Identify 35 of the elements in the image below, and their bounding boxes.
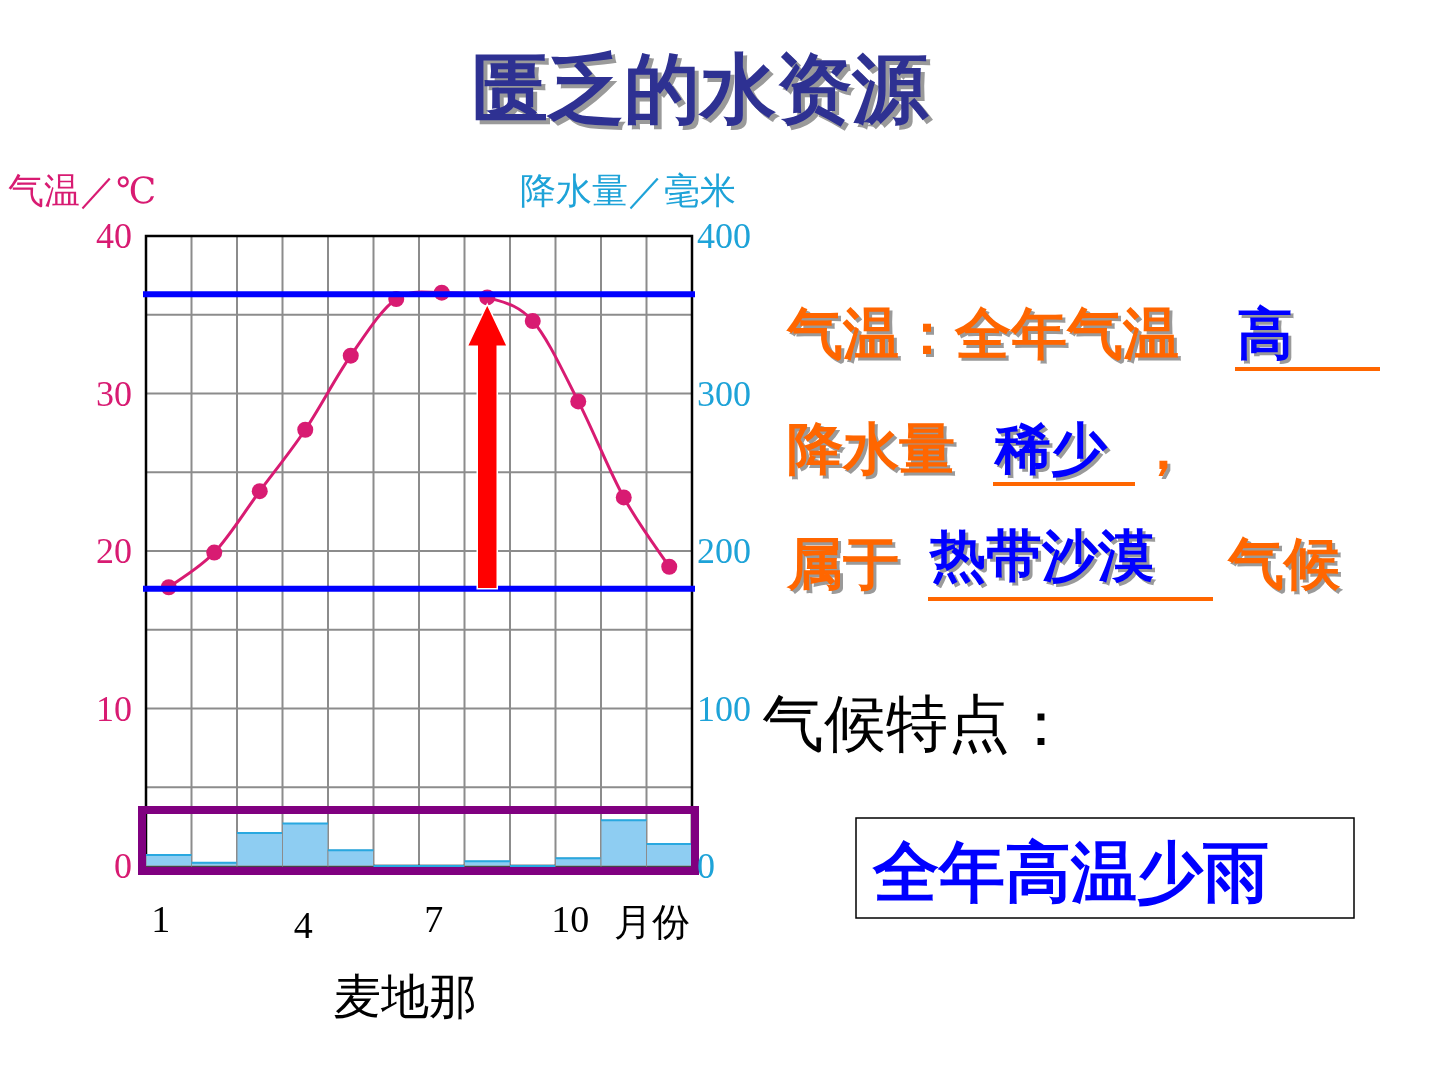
y-tick-label: 10 bbox=[96, 688, 132, 729]
x-tick-label: 7 bbox=[424, 898, 444, 940]
y-axis-title: 气温／℃ bbox=[8, 171, 157, 211]
y-tick-label: 0 bbox=[114, 846, 132, 886]
point bbox=[615, 489, 632, 506]
text: 降水量 bbox=[787, 417, 955, 480]
point bbox=[206, 544, 223, 561]
y-tick-label: 30 bbox=[96, 373, 132, 414]
text: 麦地那 bbox=[333, 970, 477, 1023]
x-tick-label: 1 bbox=[151, 898, 171, 940]
y2-tick-label: 300 bbox=[697, 373, 751, 414]
y-tick-label: 20 bbox=[96, 531, 132, 571]
x-axis-title: 月份 bbox=[614, 901, 690, 943]
text: 热带沙漠 bbox=[928, 524, 1154, 587]
point bbox=[297, 421, 314, 438]
y2-tick-label: 100 bbox=[697, 688, 751, 729]
text: 属于 bbox=[786, 532, 899, 595]
point bbox=[524, 313, 541, 330]
text: 全年高温少雨 bbox=[872, 835, 1269, 909]
text: 气候 bbox=[1227, 532, 1341, 595]
text: 气候特点： bbox=[762, 690, 1072, 758]
y2-tick-label: 400 bbox=[697, 216, 751, 256]
text: ， bbox=[1135, 417, 1191, 480]
x-tick-label: 4 bbox=[293, 904, 313, 946]
point bbox=[570, 393, 587, 410]
y2-tick-label: 200 bbox=[697, 531, 751, 571]
point bbox=[251, 483, 268, 500]
text: 气温：全年气温 bbox=[786, 302, 1179, 365]
y-tick-label: 40 bbox=[96, 216, 132, 256]
y2-axis-title: 降水量／毫米 bbox=[520, 171, 736, 211]
text: 稀少 bbox=[993, 417, 1108, 480]
text: 高 bbox=[1237, 302, 1293, 365]
point bbox=[342, 347, 359, 364]
x-tick-label: 10 bbox=[551, 898, 590, 940]
point bbox=[661, 558, 678, 575]
